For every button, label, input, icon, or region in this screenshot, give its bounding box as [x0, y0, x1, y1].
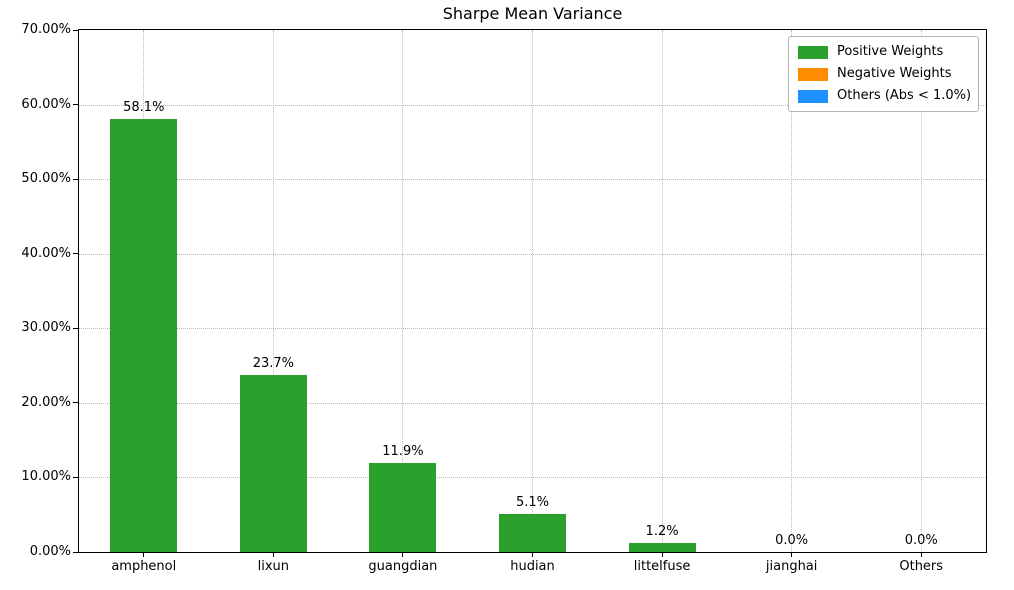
- y-tick-label: 50.00%: [21, 171, 71, 187]
- x-tick-label: Others: [899, 559, 944, 574]
- x-gridline: [791, 30, 793, 552]
- x-tick: [532, 553, 533, 557]
- x-tick-label: amphenol: [111, 559, 177, 574]
- legend-label: Positive Weights: [837, 44, 944, 59]
- x-tick: [920, 553, 922, 557]
- y-tick: [73, 476, 78, 478]
- x-tick: [791, 553, 793, 557]
- y-tick-label: 70.00%: [21, 22, 71, 37]
- y-tick-label: 20.00%: [21, 394, 71, 410]
- x-tick: [143, 553, 145, 557]
- legend-swatch-icon: [798, 67, 828, 81]
- x-gridline: [661, 30, 663, 552]
- legend-item: Positive Weights: [798, 44, 969, 60]
- bar-value-label: 0.0%: [904, 533, 938, 548]
- plot-area: 58.1% 23.7% 11.9% 5.1% 1.2% 0.0% 0.0%: [78, 29, 987, 553]
- x-gridline: [272, 30, 274, 552]
- bar: [239, 375, 307, 552]
- x-gridline: [402, 30, 404, 552]
- y-tick: [73, 551, 78, 553]
- legend-swatch-icon: [798, 45, 828, 59]
- x-tick-label: hudian: [510, 559, 555, 574]
- legend-label: Negative Weights: [837, 66, 952, 81]
- legend-label: Others (Abs < 1.0%): [837, 88, 972, 103]
- y-tick-label: 40.00%: [21, 245, 71, 261]
- x-tick-label: lixun: [257, 559, 290, 574]
- bar: [369, 463, 437, 552]
- x-tick: [661, 553, 663, 557]
- y-tick: [73, 402, 78, 404]
- legend-item: Negative Weights: [798, 66, 969, 82]
- legend-item: Others (Abs < 1.0%): [798, 88, 972, 104]
- x-tick: [402, 553, 404, 557]
- x-tick: [272, 553, 274, 557]
- x-tick-label: guangdian: [368, 559, 438, 574]
- legend: Positive Weights Negative Weights Others (…: [788, 36, 979, 112]
- bar: [628, 543, 696, 552]
- x-tick-label: jianghai: [765, 559, 818, 574]
- y-tick-label: 10.00%: [21, 469, 71, 485]
- x-gridline: [920, 30, 922, 552]
- y-tick: [73, 29, 78, 31]
- x-tick-label: littelfuse: [633, 559, 691, 574]
- x-gridline: [532, 30, 533, 552]
- bar-value-label: 58.1%: [123, 99, 165, 115]
- bar: [110, 118, 178, 552]
- y-tick-label: 30.00%: [21, 320, 71, 336]
- bar-value-label: 0.0%: [775, 533, 809, 548]
- bar-value-label: 1.2%: [645, 524, 679, 540]
- y-tick: [73, 253, 78, 255]
- bar-value-label: 11.9%: [382, 444, 424, 460]
- bar-value-label: 5.1%: [515, 494, 550, 510]
- bar: [499, 513, 566, 552]
- y-tick: [73, 178, 78, 180]
- legend-swatch-icon: [798, 89, 828, 103]
- y-tick: [73, 104, 78, 106]
- y-tick-label: 60.00%: [21, 96, 71, 112]
- y-tick-label: 0.00%: [29, 544, 71, 559]
- y-tick: [73, 327, 78, 329]
- chart-title: Sharpe Mean Variance: [442, 4, 623, 23]
- bar-value-label: 23.7%: [252, 356, 294, 372]
